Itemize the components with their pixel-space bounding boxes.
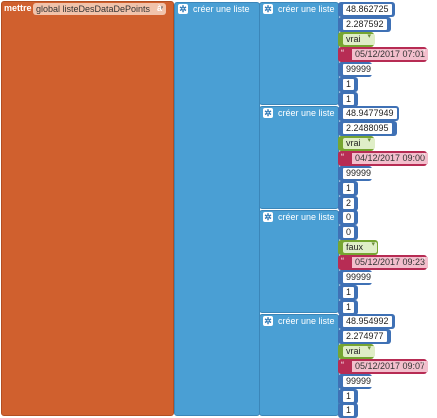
number-block[interactable]: 99999 <box>338 374 375 389</box>
dropdown-arrow-icon: ▾ <box>367 33 371 40</box>
quote-icon: ” <box>422 256 425 266</box>
number-field[interactable]: 1 <box>343 287 355 298</box>
number-field[interactable]: 1 <box>343 79 355 90</box>
inner-create-list-block[interactable] <box>259 210 339 313</box>
latitude-number-block[interactable]: 48.954992 <box>338 314 395 329</box>
quote-icon: ” <box>422 360 425 370</box>
dropdown-arrow-icon: ▾ <box>159 5 164 12</box>
boolean-block[interactable]: vrai ▾ <box>338 32 375 47</box>
mutator-gear-icon[interactable]: ✲ <box>178 4 188 14</box>
boolean-dropdown[interactable]: vrai <box>343 346 375 357</box>
number-field[interactable]: 99999 <box>343 272 375 283</box>
boolean-dropdown[interactable]: vrai <box>343 34 375 45</box>
number-field[interactable]: 2 <box>343 198 355 209</box>
longitude-number-block[interactable]: 2.287592 <box>338 17 391 32</box>
number-block[interactable]: 99999 <box>338 62 375 77</box>
quote-icon: ” <box>422 152 425 162</box>
dropdown-arrow-icon: ▾ <box>367 137 371 144</box>
boolean-dropdown[interactable]: vrai <box>343 138 375 149</box>
set-keyword: mettre <box>4 3 32 13</box>
text-block[interactable]: “ 04/12/2017 09:00” <box>338 151 429 166</box>
boolean-block[interactable]: faux ▾ <box>338 240 378 255</box>
text-field[interactable]: 05/12/2017 09:23 <box>352 257 429 268</box>
inner-list-label: créer une liste <box>278 108 335 118</box>
variable-dropdown[interactable]: global listeDesDataDePoints ▾ <box>33 3 167 15</box>
boolean-block[interactable]: vrai ▾ <box>338 344 375 359</box>
number-field[interactable]: 1 <box>343 405 355 416</box>
number-field[interactable]: 0 <box>343 212 355 223</box>
number-block[interactable]: 99999 <box>338 166 375 181</box>
number-block[interactable]: 1 <box>338 300 358 315</box>
text-block[interactable]: “ 05/12/2017 09:23” <box>338 255 429 270</box>
inner-create-list-block[interactable] <box>259 2 339 105</box>
text-field[interactable]: 05/12/2017 07:01 <box>352 49 429 60</box>
latitude-number-block[interactable]: 0 <box>338 210 358 225</box>
number-field[interactable]: 2.287592 <box>343 19 387 30</box>
number-field[interactable]: 2.274977 <box>343 331 387 342</box>
set-global-block[interactable] <box>1 1 174 416</box>
quote-icon: “ <box>341 256 344 266</box>
number-field[interactable]: 48.862725 <box>343 4 392 15</box>
number-field[interactable]: 0 <box>343 227 355 238</box>
variable-name: global listeDesDataDePoints <box>36 4 151 14</box>
number-block[interactable]: 1 <box>338 181 358 196</box>
quote-icon: “ <box>341 152 344 162</box>
dropdown-arrow-icon: ▾ <box>367 345 371 352</box>
inner-create-list-block[interactable] <box>259 106 339 209</box>
number-field[interactable]: 1 <box>343 302 355 313</box>
quote-icon: ” <box>422 48 425 58</box>
text-field[interactable]: 05/12/2017 09:07 <box>352 361 429 372</box>
text-block[interactable]: “ 05/12/2017 09:07” <box>338 359 429 374</box>
number-field[interactable]: 48.9477949 <box>343 108 397 119</box>
mutator-gear-icon[interactable]: ✲ <box>263 108 273 118</box>
number-block[interactable]: 1 <box>338 285 358 300</box>
number-field[interactable]: 48.954992 <box>343 316 392 327</box>
number-field[interactable]: 1 <box>343 183 355 194</box>
latitude-number-block[interactable]: 48.9477949 <box>338 106 399 121</box>
number-block[interactable]: 1 <box>338 77 358 92</box>
number-field[interactable]: 1 <box>343 391 355 402</box>
to-keyword: à <box>157 3 163 13</box>
text-block[interactable]: “ 05/12/2017 07:01” <box>338 47 429 62</box>
longitude-number-block[interactable]: 2.274977 <box>338 329 391 344</box>
number-block[interactable]: 1 <box>338 389 358 404</box>
inner-create-list-block[interactable] <box>259 314 339 416</box>
number-block[interactable]: 99999 <box>338 270 375 285</box>
inner-list-label: créer une liste <box>278 4 335 14</box>
number-field[interactable]: 2.2488095 <box>343 123 392 134</box>
outer-create-list-block[interactable] <box>174 2 260 416</box>
number-field[interactable]: 99999 <box>343 64 375 75</box>
boolean-block[interactable]: vrai ▾ <box>338 136 375 151</box>
inner-list-label: créer une liste <box>278 212 335 222</box>
number-block[interactable]: 2 <box>338 196 358 211</box>
number-block[interactable]: 1 <box>338 92 358 107</box>
quote-icon: “ <box>341 48 344 58</box>
mutator-gear-icon[interactable]: ✲ <box>263 4 273 14</box>
latitude-number-block[interactable]: 48.862725 <box>338 2 395 17</box>
outer-list-label: créer une liste <box>193 4 250 14</box>
number-field[interactable]: 1 <box>343 94 355 105</box>
text-field[interactable]: 04/12/2017 09:00 <box>352 153 429 164</box>
mutator-gear-icon[interactable]: ✲ <box>263 316 273 326</box>
number-field[interactable]: 99999 <box>343 168 375 179</box>
longitude-number-block[interactable]: 0 <box>338 225 358 240</box>
inner-list-label: créer une liste <box>278 316 335 326</box>
dropdown-arrow-icon: ▾ <box>371 241 375 248</box>
number-block[interactable]: 1 <box>338 403 358 418</box>
quote-icon: “ <box>341 360 344 370</box>
mutator-gear-icon[interactable]: ✲ <box>263 212 273 222</box>
longitude-number-block[interactable]: 2.2488095 <box>338 121 397 136</box>
number-field[interactable]: 99999 <box>343 376 375 387</box>
boolean-dropdown[interactable]: faux <box>343 242 378 253</box>
